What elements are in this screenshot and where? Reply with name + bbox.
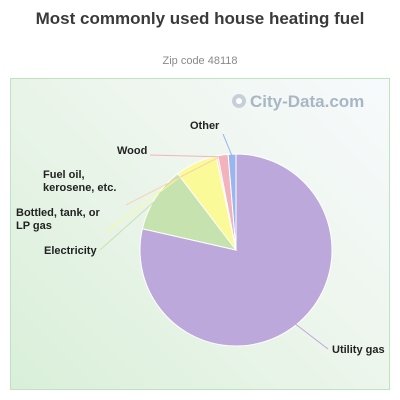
leader-line-utility-gas bbox=[294, 323, 329, 350]
watermark: City-Data.com bbox=[232, 92, 364, 111]
chart-title: Most commonly used house heating fuel bbox=[35, 9, 365, 28]
slice-label-wood: Wood bbox=[117, 145, 147, 157]
slice-label-utility-gas: Utility gas bbox=[332, 344, 385, 356]
slice-label-electricity: Electricity bbox=[44, 245, 97, 257]
chart-subtitle: Zip code 48118 bbox=[162, 55, 238, 67]
pie-slice-electricity bbox=[141, 172, 238, 251]
slice-label-other: Other bbox=[190, 120, 220, 132]
leader-line-fuel-oil-kerosene-etc bbox=[125, 157, 218, 206]
leader-line-electricity bbox=[99, 198, 158, 251]
slice-label-bottled-tank-or-lp-gas: Bottled, tank, or LP gas bbox=[16, 207, 100, 232]
slice-label-fuel-oil-kerosene-etc: Fuel oil, kerosene, etc. bbox=[43, 169, 116, 194]
watermark-text: City-Data.com bbox=[250, 92, 364, 111]
leader-line-other bbox=[222, 133, 233, 157]
leader-line-wood bbox=[149, 154, 224, 158]
pie-slice-other bbox=[227, 153, 237, 251]
